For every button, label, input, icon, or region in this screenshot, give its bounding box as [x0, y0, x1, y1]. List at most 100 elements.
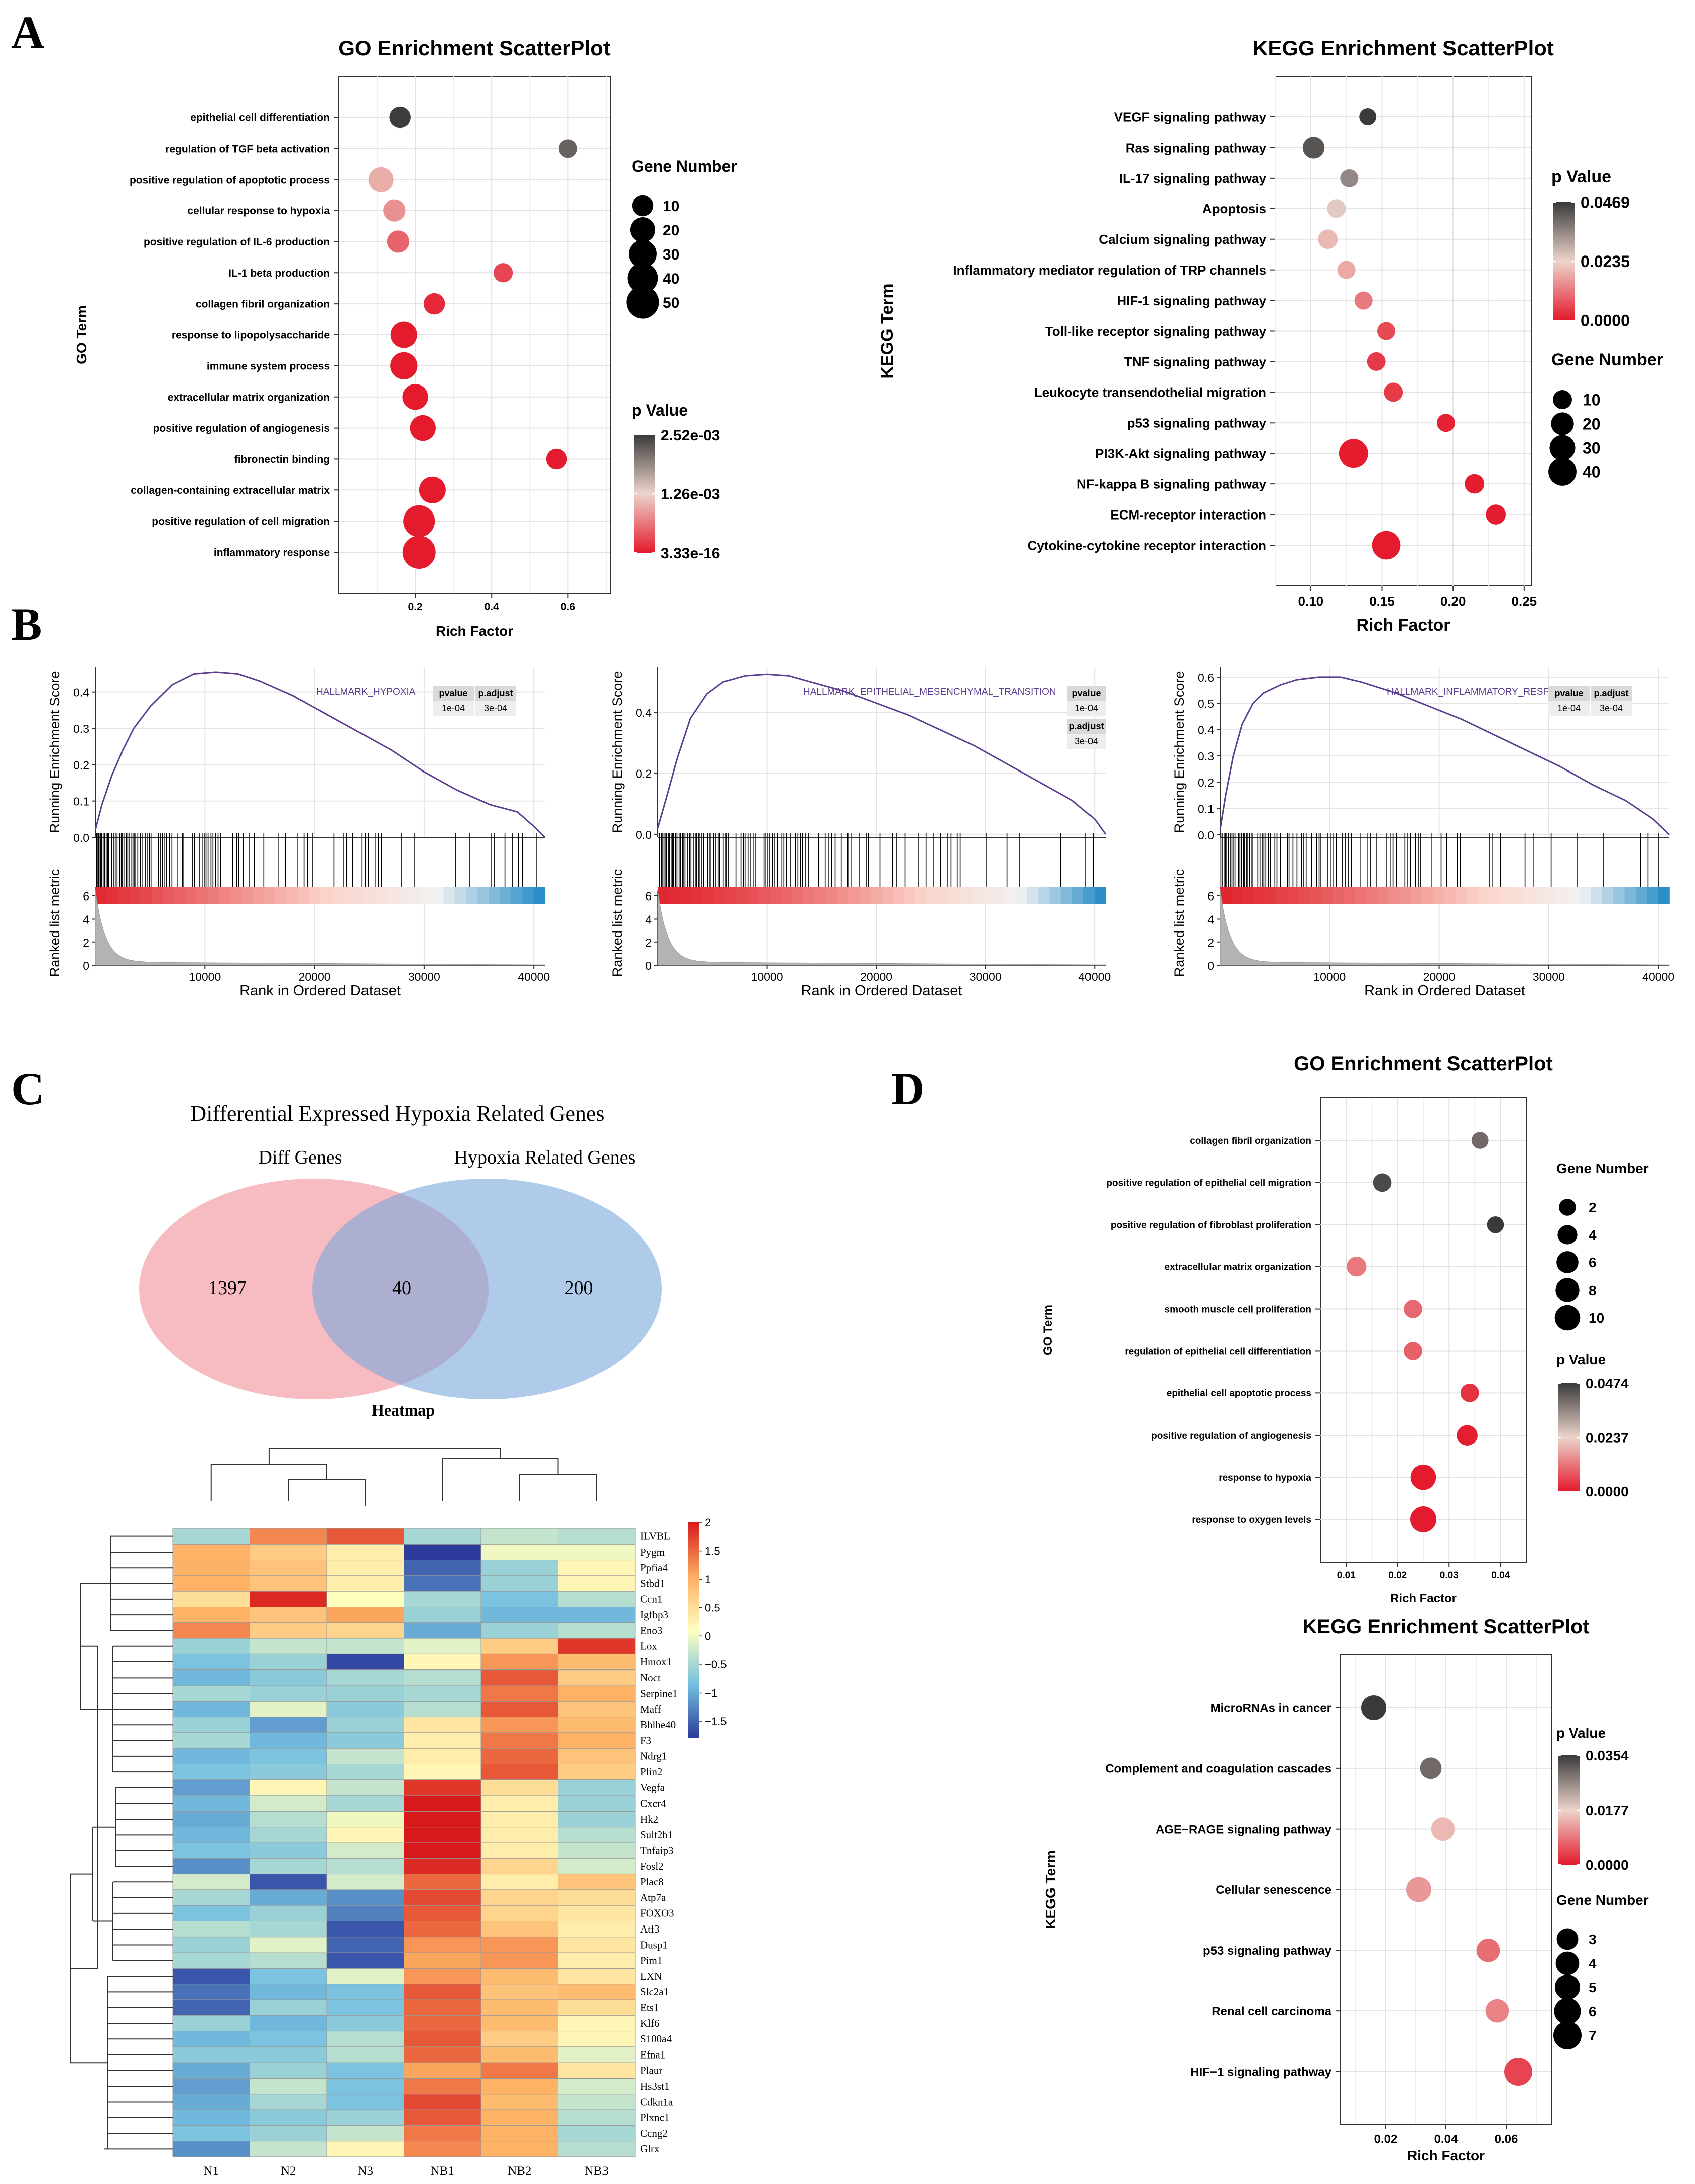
- x-tick-label: 0.10: [1298, 594, 1324, 609]
- rank-color-band: [522, 887, 534, 904]
- rank-color-band: [163, 887, 175, 904]
- heatmap-cell: [326, 1889, 404, 1906]
- rank-color-band: [1647, 887, 1659, 904]
- rank-color-band: [702, 887, 714, 904]
- y-tick-label: regulation of epithelial cell differenti…: [1125, 1346, 1311, 1357]
- y-axis-label: Ranked list metric: [610, 869, 625, 977]
- x-tick-label: 30000: [970, 970, 1002, 983]
- rank-color-band: [174, 887, 186, 904]
- table-header: p.adjust: [1594, 688, 1628, 698]
- rank-color-band: [1060, 887, 1072, 904]
- color-legend-bar: [634, 435, 655, 553]
- x-tick-label: 40000: [518, 970, 550, 983]
- data-point: [403, 505, 435, 537]
- heatmap-cell: [558, 1811, 636, 1828]
- heatmap-cell: [250, 1984, 327, 2000]
- data-point: [1476, 1938, 1500, 1962]
- y-tick-label: 6: [645, 889, 652, 903]
- x-tick-label: 20000: [299, 970, 331, 983]
- size-legend-title: Gene Number: [1551, 350, 1663, 369]
- table-header-cell: [433, 686, 474, 701]
- data-point: [423, 293, 445, 315]
- heatmap-cell: [404, 1685, 481, 1702]
- heatmap-cell: [326, 1701, 404, 1718]
- heatmap-cell: [480, 1591, 558, 1607]
- table-header: pvalue: [1554, 688, 1583, 698]
- y-tick-label: response to lipopolysaccharide: [172, 330, 330, 341]
- table-cell: [1591, 701, 1632, 716]
- chart-title: KEGG Enrichment ScatterPlot: [1253, 36, 1554, 60]
- heatmap-cell: [326, 1591, 404, 1607]
- heatmap-cell: [326, 1795, 404, 1812]
- y-tick-label: 0.1: [73, 795, 89, 808]
- heatmap-cell: [250, 1937, 327, 1953]
- rank-color-band: [680, 887, 692, 904]
- heatmap-cell: [172, 2031, 250, 2047]
- heatmap-cell: [480, 2094, 558, 2110]
- row-label: Ets1: [640, 2002, 659, 2014]
- heatmap-cell: [326, 1748, 404, 1764]
- heatmap-cell: [326, 1622, 404, 1639]
- row-label: Plaur: [640, 2065, 662, 2077]
- size-legend-dot: [1551, 412, 1574, 435]
- heatmap-cell: [558, 1795, 636, 1812]
- heatmap-cell: [558, 1858, 636, 1875]
- size-legend-dot: [629, 240, 657, 268]
- heatmap-cell: [480, 1607, 558, 1623]
- heatmap-cell: [172, 1779, 250, 1796]
- heatmap-cell: [480, 1528, 558, 1545]
- data-point: [1361, 1695, 1387, 1721]
- rank-color-band: [342, 887, 354, 904]
- heatmap-cell: [558, 1653, 636, 1671]
- venn-set-label: Hypoxia Related Genes: [454, 1147, 636, 1168]
- heatmap-cell: [326, 1779, 404, 1796]
- heatmap-cell: [404, 2078, 481, 2095]
- row-dendrogram: [70, 1535, 173, 2150]
- heatmap: Heatmap ILVBL Pygm Ppfia4 Stbd1 Ccn1 Igfbp3 Eno…: [70, 1401, 727, 2178]
- y-tick-label: positive regulation of fibroblast prolif…: [1111, 1220, 1311, 1231]
- rank-color-band: [1658, 887, 1670, 904]
- y-tick-label: positive regulation of IL-6 production: [144, 236, 330, 248]
- y-axis-label: Running Enrichment Score: [610, 671, 625, 833]
- column-label: NB2: [508, 2164, 531, 2178]
- heatmap-cell: [250, 2015, 327, 2032]
- data-point: [1410, 1464, 1436, 1490]
- rank-color-band: [948, 887, 960, 904]
- heatmap-cell: [326, 2125, 404, 2142]
- y-tick-label: Cytokine-cytokine receptor interaction: [1028, 538, 1266, 553]
- rank-color-band: [140, 887, 152, 904]
- y-tick-label: Calcium signaling pathway: [1099, 232, 1266, 247]
- row-label: Plin2: [640, 1766, 662, 1778]
- heatmap-cell: [326, 1999, 404, 2016]
- y-tick-label: 2: [645, 936, 652, 949]
- heatmap-cell: [558, 2125, 636, 2142]
- y-tick-label: 0.6: [1198, 671, 1214, 684]
- rank-color-band: [151, 887, 164, 904]
- heatmap-cell: [326, 1717, 404, 1733]
- rank-color-band: [432, 887, 444, 904]
- ranked-metric-area: [1220, 890, 1670, 966]
- row-label: Sult2b1: [640, 1829, 673, 1841]
- rank-color-band: [1411, 887, 1423, 904]
- running-score-line: [657, 673, 1107, 835]
- heatmap-cell: [326, 1842, 404, 1859]
- rank-color-band: [1220, 887, 1232, 904]
- heatmap-cell: [250, 1811, 327, 1828]
- gene-set-title: HALLMARK_EPITHELIAL_MESENCHYMAL_TRANSITI…: [803, 687, 1056, 697]
- heatmap-cell: [172, 2141, 250, 2157]
- x-tick-label: 0.04: [1491, 1570, 1510, 1581]
- row-label: Atp7a: [640, 1891, 666, 1903]
- gene-set-title: HALLMARK_INFLAMMATORY_RESPONSE: [1387, 687, 1577, 697]
- rank-color-band: [870, 887, 882, 904]
- rank-color-band: [1321, 887, 1333, 904]
- y-tick-label: Renal cell carcinoma: [1212, 2005, 1331, 2018]
- x-axis-label: Rank in Ordered Dataset: [239, 983, 401, 999]
- y-tick-label: 0.2: [636, 767, 652, 781]
- rank-color-band: [1038, 887, 1050, 904]
- x-tick-label: 0.2: [408, 601, 423, 613]
- heatmap-cell: [480, 1764, 558, 1780]
- row-label: Pygm: [640, 1546, 665, 1558]
- data-point: [1457, 1425, 1478, 1446]
- rank-color-band: [1478, 887, 1490, 904]
- y-tick-label: positive regulation of angiogenesis: [1151, 1431, 1311, 1441]
